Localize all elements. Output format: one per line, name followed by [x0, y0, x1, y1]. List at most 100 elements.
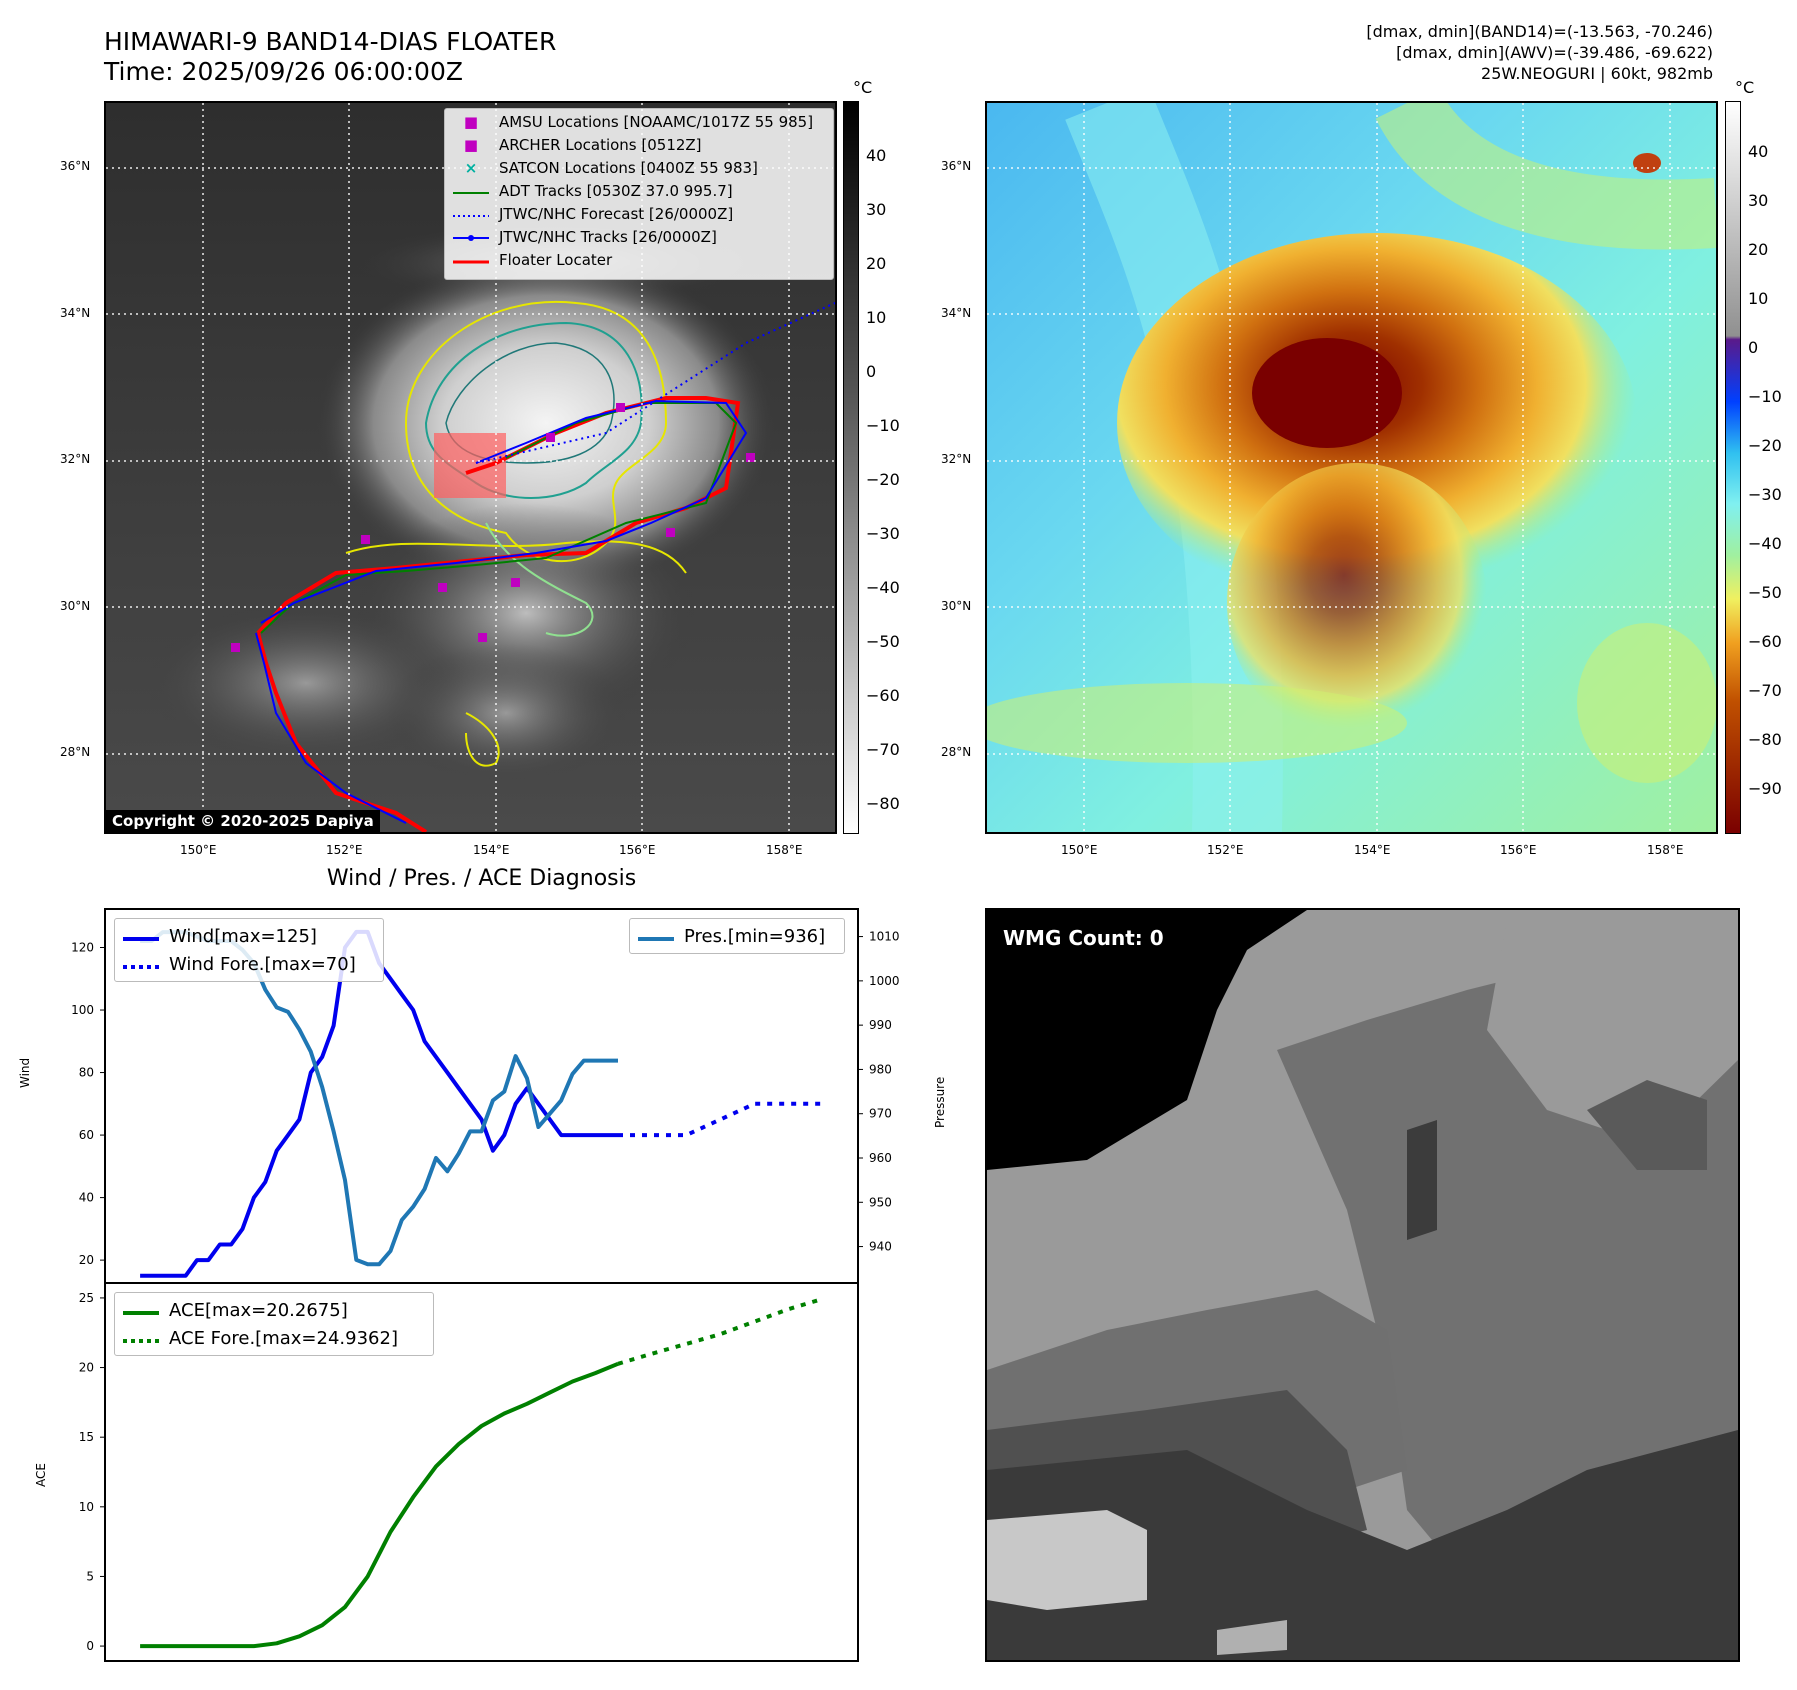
- lat-tick: 34°N: [60, 306, 91, 320]
- lon-tick: 152°E: [326, 843, 363, 857]
- square-marker-icon: ■: [463, 136, 479, 154]
- pressure-tick-label: 970: [869, 1107, 892, 1121]
- ace-tick-label: 25: [79, 1291, 94, 1305]
- colorbar-tick: 30: [1748, 191, 1769, 210]
- lon-tick: 152°E: [1207, 843, 1244, 857]
- ace-axis-label: ACE: [34, 1463, 48, 1487]
- legend-item-adt: ADT Tracks [0530Z 37.0 995.7]: [451, 182, 733, 200]
- colorbar-tick: −70: [866, 740, 900, 759]
- pressure-tick-label: 940: [869, 1240, 892, 1254]
- pressure-axis-label: Pressure: [933, 1076, 947, 1128]
- line-marker-icon: [121, 926, 161, 947]
- lon-tick: 150°E: [1061, 843, 1098, 857]
- legend-item-jtwc-tracks: JTWC/NHC Tracks [26/0000Z]: [451, 228, 717, 246]
- copyright-label: Copyright © 2020-2025 Dapiya: [106, 810, 380, 832]
- dotted-line-marker-icon: [121, 954, 161, 975]
- lat-tick: 32°N: [941, 452, 972, 466]
- ace-forecast-series-line: [617, 1296, 824, 1366]
- line-dot-marker-icon: [451, 228, 491, 246]
- legend-item-ace-fore: ACE Fore.[max=24.9362]: [121, 1328, 398, 1349]
- colorbar-tick: −40: [1748, 534, 1782, 553]
- awv-colorbar-unit: °C: [1735, 78, 1755, 97]
- lat-tick: 28°N: [941, 745, 972, 759]
- colorbar-tick: −90: [1748, 779, 1782, 798]
- legend-item-wind: Wind[max=125]: [121, 926, 317, 947]
- lat-tick: 28°N: [60, 745, 91, 759]
- legend-item-jtwc-forecast: JTWC/NHC Forecast [26/0000Z]: [451, 205, 733, 223]
- wind-series-line: [140, 929, 618, 1278]
- legend-item-pres-label: Pres.[min=936]: [684, 926, 826, 947]
- colorbar-tick: 0: [866, 362, 877, 381]
- colorbar-tick: −20: [866, 470, 900, 489]
- ace-tick-label: 15: [79, 1430, 94, 1444]
- colorbar-tick: 40: [1748, 142, 1769, 161]
- pressure-tick-label: 1000: [869, 974, 900, 988]
- wmg-panel[interactable]: WMG Count: 0: [985, 908, 1740, 1662]
- diagnosis-title: Wind / Pres. / ACE Diagnosis: [326, 866, 637, 891]
- colorbar-tick: −60: [866, 686, 900, 705]
- awv-satellite-map[interactable]: [985, 101, 1718, 834]
- colorbar-tick: 30: [866, 200, 887, 219]
- lon-tick: 158°E: [1647, 843, 1684, 857]
- colorbar-tick: −30: [1748, 485, 1782, 504]
- legend-item-satcon: × SATCON Locations [0400Z 55 983]: [451, 159, 758, 177]
- wind-tick-label: 80: [79, 1066, 94, 1080]
- lon-tick: 158°E: [766, 843, 803, 857]
- legend-item-adt-label: ADT Tracks [0530Z 37.0 995.7]: [499, 182, 733, 200]
- wind-axis-label: Wind: [18, 1057, 32, 1088]
- lat-tick: 30°N: [941, 599, 972, 613]
- legend-item-floater-label: Floater Locater: [499, 251, 613, 269]
- pressure-tick-label: 950: [869, 1195, 892, 1209]
- colorbar-tick: −10: [1748, 387, 1782, 406]
- ace-tick-label: 20: [79, 1361, 94, 1375]
- ace-chart: 25 20 15 10 5 0 ACE[max=20.2675] ACE Fore.[ma…: [79, 1284, 859, 1662]
- ace-series-line: [140, 1361, 619, 1649]
- lon-tick: 154°E: [473, 843, 510, 857]
- colorbar-tick: −10: [866, 416, 900, 435]
- wind-tick-label: 120: [71, 941, 94, 955]
- legend-item-jtwc-tracks-label: JTWC/NHC Tracks [26/0000Z]: [499, 228, 717, 246]
- colorbar-tick: 40: [866, 146, 887, 165]
- awv-range-info: [dmax, dmin](AWV)=(-39.486, -69.622): [1396, 43, 1713, 62]
- colorbar-tick: 0: [1748, 338, 1759, 357]
- legend-item-archer: ■ ARCHER Locations [0512Z]: [451, 136, 702, 154]
- wind-tick-label: 60: [79, 1128, 94, 1142]
- legend-item-archer-label: ARCHER Locations [0512Z]: [499, 136, 702, 154]
- wmg-image: [987, 910, 1738, 1660]
- colorbar-tick: 20: [1748, 240, 1769, 259]
- lon-tick: 150°E: [180, 843, 217, 857]
- colorbar-tick: 20: [866, 254, 887, 273]
- ace-tick-label: 0: [86, 1639, 94, 1653]
- ace-tick-label: 10: [79, 1500, 94, 1514]
- band14-colorbar: [843, 101, 859, 834]
- line-marker-icon: [121, 1300, 161, 1321]
- legend-item-jtwc-forecast-label: JTWC/NHC Forecast [26/0000Z]: [499, 205, 734, 223]
- legend-item-wind-label: Wind[max=125]: [169, 926, 317, 947]
- line-marker-icon: [636, 926, 676, 947]
- lon-tick: 154°E: [1354, 843, 1391, 857]
- dotted-line-marker-icon: [121, 1328, 161, 1349]
- awv-map-canvas: [987, 103, 1716, 832]
- colorbar-tick: 10: [866, 308, 887, 327]
- band14-satellite-map[interactable]: ■ AMSU Locations [NOAAMC/1017Z 55 985] ■…: [104, 101, 837, 834]
- legend-item-satcon-label: SATCON Locations [0400Z 55 983]: [499, 159, 758, 177]
- legend-item-ace-fore-label: ACE Fore.[max=24.9362]: [169, 1328, 398, 1349]
- lat-tick: 36°N: [60, 159, 91, 173]
- colorbar-tick: −80: [866, 794, 900, 813]
- legend-item-ace-label: ACE[max=20.2675]: [169, 1300, 348, 1321]
- ace-plot: 25 20 15 10 5 0: [79, 1291, 824, 1653]
- pressure-tick-label: 990: [869, 1018, 892, 1032]
- wind-tick-label: 20: [79, 1253, 94, 1267]
- pressure-legend: Pres.[min=936]: [629, 918, 845, 954]
- image-timestamp: Time: 2025/09/26 06:00:00Z: [104, 57, 463, 86]
- lon-tick: 156°E: [1500, 843, 1537, 857]
- line-marker-icon: [451, 182, 491, 200]
- wind-tick-label: 100: [71, 1003, 94, 1017]
- wind-legend: Wind[max=125] Wind Fore.[max=70]: [114, 918, 384, 982]
- legend-item-ace: ACE[max=20.2675]: [121, 1300, 348, 1321]
- lat-tick: 30°N: [60, 599, 91, 613]
- lat-tick: 36°N: [941, 159, 972, 173]
- square-marker-icon: ■: [463, 113, 479, 131]
- lat-tick: 32°N: [60, 452, 91, 466]
- line-marker-icon: [451, 251, 491, 269]
